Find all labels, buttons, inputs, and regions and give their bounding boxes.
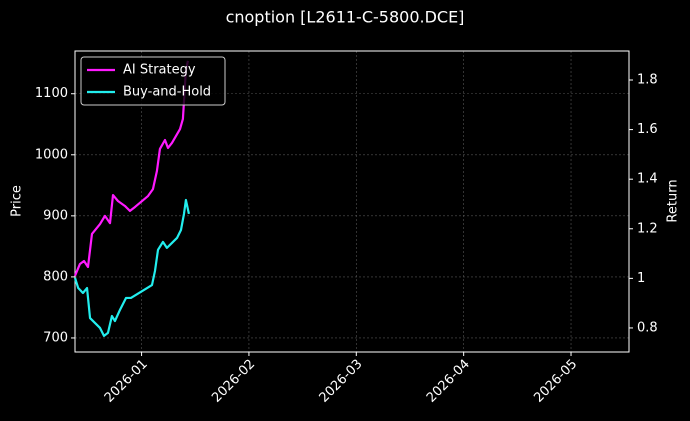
y-tick-label: 700: [43, 330, 68, 345]
y2-axis-label: Return: [666, 179, 681, 222]
y-axis-label: Price: [10, 185, 25, 217]
series-line: [73, 60, 190, 277]
y2-tick-label: 1.8: [637, 73, 658, 88]
legend-label: Buy-and-Hold: [123, 85, 211, 100]
y2-tick-label: 1.2: [637, 221, 658, 236]
plot-frame: [74, 50, 630, 353]
y-tick-label: 1000: [35, 147, 68, 162]
x-tick-label: 2026-02: [209, 357, 258, 406]
series-line: [73, 198, 190, 337]
y2-tick-label: 1.6: [637, 122, 658, 137]
y2-tick-label: 0.8: [637, 320, 658, 335]
x-tick-label: 2026-04: [424, 357, 473, 406]
y-tick-label: 1100: [35, 86, 68, 101]
chart-title: cnoption [L2611-C-5800.DCE]: [226, 8, 465, 27]
y2-tick-label: 1: [637, 271, 645, 286]
legend-label: AI Strategy: [123, 63, 196, 78]
x-tick-label: 2026-01: [102, 357, 151, 406]
legend-box: [80, 56, 226, 106]
y-tick-label: 900: [43, 208, 68, 223]
x-tick-label: 2026-03: [317, 357, 366, 406]
x-tick-label: 2026-05: [531, 357, 580, 406]
y2-tick-label: 1.4: [637, 172, 658, 187]
y-tick-label: 800: [43, 269, 68, 284]
